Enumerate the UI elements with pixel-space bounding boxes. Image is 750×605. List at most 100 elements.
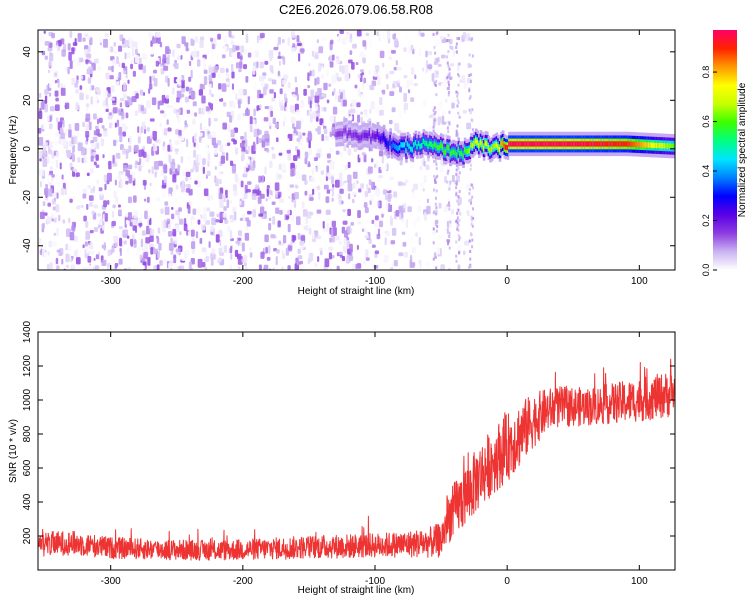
heatmap-noise-cell [200,83,205,90]
heatmap-noise-cell [228,115,233,123]
heatmap-noise-cell [96,66,102,71]
heatmap-noise-cell [272,216,276,225]
heatmap-noise-cell [61,49,66,57]
heatmap-noise-cell [90,267,95,270]
heatmap-sparse-cell [446,76,449,80]
heatmap-noise-cell [409,259,413,269]
heatmap-noise-cell [79,57,84,63]
heatmap-noise-cell [149,75,152,84]
heatmap-signal-cell [422,138,426,144]
heatmap-noise-cell [103,130,108,137]
heatmap-noise-cell [176,90,182,100]
heatmap-noise-cell [369,108,372,114]
heatmap-noise-cell [391,107,396,113]
heatmap-signal-cell [411,147,415,153]
heatmap-noise-cell [241,258,245,263]
heatmap-noise-cell [120,191,125,197]
heatmap-noise-cell [133,238,137,245]
heatmap-noise-cell [310,176,315,182]
heatmap-noise-cell [48,92,52,97]
heatmap-noise-cell [374,228,378,236]
heatmap-noise-cell [252,209,257,218]
heatmap-noise-cell [94,58,99,64]
heatmap-noise-cell [60,153,65,163]
heatmap-noise-cell [333,88,336,94]
heatmap-noise-cell [123,94,128,99]
heatmap-noise-cell [314,78,317,86]
heatmap-noise-cell [135,160,138,165]
heatmap-noise-cell [256,61,259,69]
heatmap-noise-cell [359,150,364,159]
heatmap-noise-cell [323,128,328,135]
heatmap-sparse-cell [446,230,449,234]
heatmap-noise-cell [53,232,57,236]
heatmap-noise-cell [182,75,185,81]
heatmap-noise-cell [359,51,364,57]
heatmap-noise-cell [275,256,278,266]
heatmap-noise-cell [290,31,295,39]
heatmap-noise-cell [449,63,455,67]
heatmap-noise-cell [122,229,125,238]
heatmap-signal-cell [454,150,457,156]
heatmap-signal-cell [638,141,641,148]
heatmap-signal-cell [628,141,632,147]
heatmap-noise-cell [356,263,362,269]
heatmap-noise-cell [179,218,184,225]
heatmap-signal-cell [595,141,599,147]
heatmap-sparse-cell [469,249,472,253]
heatmap-noise-cell [40,187,43,195]
heatmap-noise-cell [318,191,321,200]
heatmap-noise-cell [184,127,190,131]
heatmap-sparse-cell [455,182,458,186]
heatmap-noise-cell [342,99,347,107]
heatmap-noise-cell [138,63,143,70]
heatmap-sparse-cell [432,129,435,133]
heatmap-noise-cell [335,117,339,124]
heatmap-noise-cell [377,201,380,208]
heatmap-noise-cell [233,55,237,60]
heatmap-noise-cell [146,225,150,235]
colorbar-tick-label: 0.0 [701,264,711,277]
snr-x-tick-label: -100 [365,576,385,587]
heatmap-noise-cell [124,193,129,201]
snr-frame [37,331,676,571]
heatmap-signal-cell [562,141,565,147]
heatmap-noise-cell [303,249,309,256]
heatmap-signal-cell [662,143,665,149]
heatmap-noise-cell [339,158,343,166]
heatmap-noise-cell [79,108,82,115]
heatmap-noise-cell [197,219,201,225]
heatmap-noise-cell [112,59,116,68]
heatmap-signal-cell [447,145,451,151]
heatmap-noise-cell [142,53,148,61]
heatmap-noise-cell [381,213,384,218]
heatmap-noise-cell [235,93,238,100]
heatmap-noise-cell [182,161,186,165]
heatmap-noise-cell [73,235,78,242]
heatmap-noise-cell [89,230,94,234]
heatmap-noise-cell [82,267,88,270]
heatmap-signal-cell [490,146,494,152]
heatmap-signal-cell [341,131,345,137]
heatmap-noise-cell [104,213,108,222]
heatmap-signal-cell [465,148,468,155]
heatmap-noise-cell [345,54,349,63]
heatmap-noise-cell [49,166,53,170]
heatmap-noise-cell [297,248,301,254]
heatmap-noise-cell [164,201,169,206]
heatmap-noise-cell [443,228,446,233]
heatmap-noise-cell [194,180,198,185]
heatmap-noise-cell [127,51,131,59]
heatmap-noise-cell [84,241,88,247]
heatmap-noise-cell [75,79,79,84]
heatmap-noise-cell [186,138,189,148]
heatmap-noise-cell [201,251,206,259]
heatmap-noise-cell [321,106,325,112]
heatmap-sparse-cell [447,49,450,53]
heatmap-noise-cell [293,235,297,241]
heatmap-noise-cell [238,200,242,206]
heatmap-noise-cell [260,251,265,259]
heatmap-noise-cell [317,126,321,135]
heatmap-noise-cell [85,124,89,131]
